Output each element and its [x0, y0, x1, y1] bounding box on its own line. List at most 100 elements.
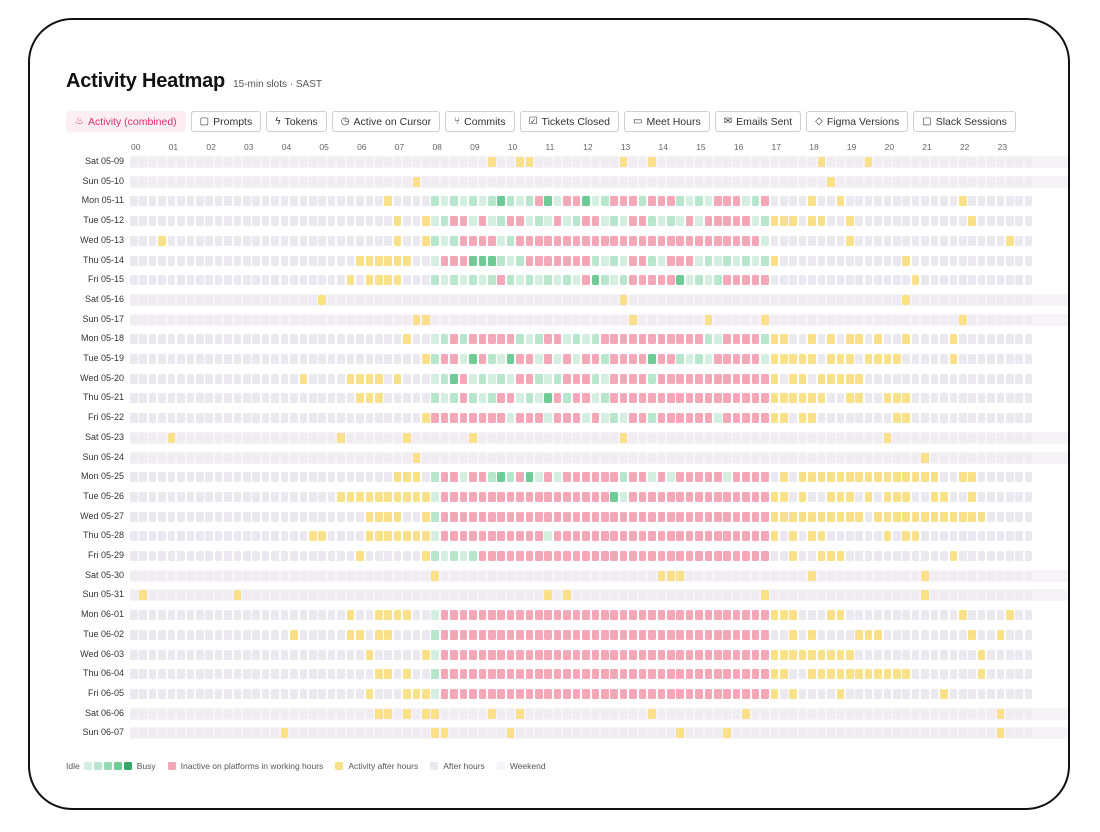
after-hours-cell[interactable]: [327, 610, 336, 621]
inactive-cell[interactable]: [704, 688, 713, 699]
after-hours-cell[interactable]: [1015, 196, 1024, 207]
after-hours-cell[interactable]: [902, 354, 911, 364]
after-activity-cell[interactable]: [789, 531, 797, 542]
after-hours-cell[interactable]: [779, 531, 788, 542]
after-hours-cell[interactable]: [911, 610, 920, 621]
inactive-cell[interactable]: [732, 196, 741, 207]
after-hours-cell[interactable]: [987, 255, 995, 266]
inactive-cell[interactable]: [525, 373, 534, 384]
weekend-cell[interactable]: [930, 708, 939, 719]
after-hours-cell[interactable]: [252, 255, 261, 266]
after-hours-cell[interactable]: [1006, 649, 1014, 660]
inactive-cell[interactable]: [487, 235, 496, 246]
after-hours-cell[interactable]: [167, 669, 176, 680]
after-hours-cell[interactable]: [186, 511, 195, 522]
after-hours-cell[interactable]: [893, 255, 901, 266]
after-hours-cell[interactable]: [224, 649, 232, 660]
after-hours-cell[interactable]: [412, 649, 421, 660]
after-hours-cell[interactable]: [280, 472, 289, 483]
weekend-cell[interactable]: [638, 432, 647, 443]
weekend-cell[interactable]: [911, 728, 920, 739]
after-activity-cell[interactable]: [958, 511, 967, 522]
after-hours-cell[interactable]: [261, 216, 270, 227]
after-hours-cell[interactable]: [921, 196, 929, 207]
idle-cell[interactable]: [535, 334, 543, 345]
idle-cell[interactable]: [601, 275, 609, 286]
weekend-cell[interactable]: [440, 432, 449, 443]
after-hours-cell[interactable]: [139, 688, 147, 699]
after-hours-cell[interactable]: [412, 354, 421, 364]
after-hours-cell[interactable]: [422, 393, 430, 404]
after-hours-cell[interactable]: [327, 216, 336, 227]
inactive-cell[interactable]: [629, 354, 637, 364]
inactive-cell[interactable]: [685, 373, 694, 384]
inactive-cell[interactable]: [676, 413, 684, 424]
inactive-cell[interactable]: [629, 196, 637, 207]
after-hours-cell[interactable]: [798, 216, 807, 227]
after-hours-cell[interactable]: [214, 610, 223, 621]
after-hours-cell[interactable]: [224, 472, 232, 483]
after-hours-cell[interactable]: [855, 413, 863, 424]
weekend-cell[interactable]: [902, 176, 911, 187]
weekend-cell[interactable]: [403, 452, 411, 463]
inactive-cell[interactable]: [478, 334, 487, 345]
after-hours-cell[interactable]: [911, 688, 920, 699]
weekend-cell[interactable]: [224, 452, 232, 463]
weekend-cell[interactable]: [544, 176, 553, 187]
weekend-cell[interactable]: [205, 314, 213, 325]
after-hours-cell[interactable]: [308, 491, 317, 502]
after-activity-cell[interactable]: [827, 669, 835, 680]
after-hours-cell[interactable]: [195, 373, 204, 384]
inactive-cell[interactable]: [450, 354, 458, 364]
idle-cell[interactable]: [431, 354, 440, 364]
weekend-cell[interactable]: [817, 570, 826, 581]
after-hours-cell[interactable]: [403, 393, 411, 404]
idle-cell[interactable]: [657, 216, 666, 227]
after-activity-cell[interactable]: [836, 472, 845, 483]
after-hours-cell[interactable]: [243, 669, 251, 680]
after-activity-cell[interactable]: [817, 511, 826, 522]
after-hours-cell[interactable]: [1006, 354, 1014, 364]
weekend-cell[interactable]: [638, 294, 647, 305]
weekend-cell[interactable]: [751, 432, 760, 443]
after-activity-cell[interactable]: [422, 314, 430, 325]
after-activity-cell[interactable]: [902, 294, 911, 305]
after-activity-cell[interactable]: [864, 669, 873, 680]
weekend-cell[interactable]: [638, 452, 647, 463]
inactive-cell[interactable]: [459, 531, 468, 542]
weekend-cell[interactable]: [553, 708, 562, 719]
weekend-cell[interactable]: [506, 314, 515, 325]
weekend-cell[interactable]: [751, 314, 760, 325]
weekend-cell[interactable]: [751, 708, 760, 719]
inactive-cell[interactable]: [563, 649, 571, 660]
after-hours-cell[interactable]: [874, 255, 882, 266]
after-hours-cell[interactable]: [958, 373, 967, 384]
idle-cell[interactable]: [487, 354, 496, 364]
after-activity-cell[interactable]: [384, 669, 392, 680]
after-hours-cell[interactable]: [412, 413, 421, 424]
after-hours-cell[interactable]: [214, 669, 223, 680]
after-activity-cell[interactable]: [374, 373, 383, 384]
after-hours-cell[interactable]: [808, 688, 816, 699]
inactive-cell[interactable]: [450, 610, 458, 621]
after-hours-cell[interactable]: [1024, 354, 1033, 364]
after-hours-cell[interactable]: [893, 275, 901, 286]
after-hours-cell[interactable]: [996, 511, 1005, 522]
inactive-cell[interactable]: [553, 334, 562, 345]
after-activity-cell[interactable]: [817, 472, 826, 483]
after-hours-cell[interactable]: [365, 669, 374, 680]
weekend-cell[interactable]: [940, 708, 948, 719]
weekend-cell[interactable]: [996, 157, 1005, 167]
inactive-cell[interactable]: [459, 629, 468, 640]
after-hours-cell[interactable]: [148, 354, 157, 364]
idle-cell[interactable]: [431, 551, 440, 561]
weekend-cell[interactable]: [657, 728, 666, 739]
inactive-cell[interactable]: [450, 413, 458, 424]
after-hours-cell[interactable]: [271, 373, 279, 384]
after-hours-cell[interactable]: [233, 551, 242, 561]
inactive-cell[interactable]: [648, 688, 656, 699]
weekend-cell[interactable]: [902, 708, 911, 719]
after-activity-cell[interactable]: [770, 354, 779, 364]
inactive-cell[interactable]: [704, 373, 713, 384]
weekend-cell[interactable]: [459, 708, 468, 719]
